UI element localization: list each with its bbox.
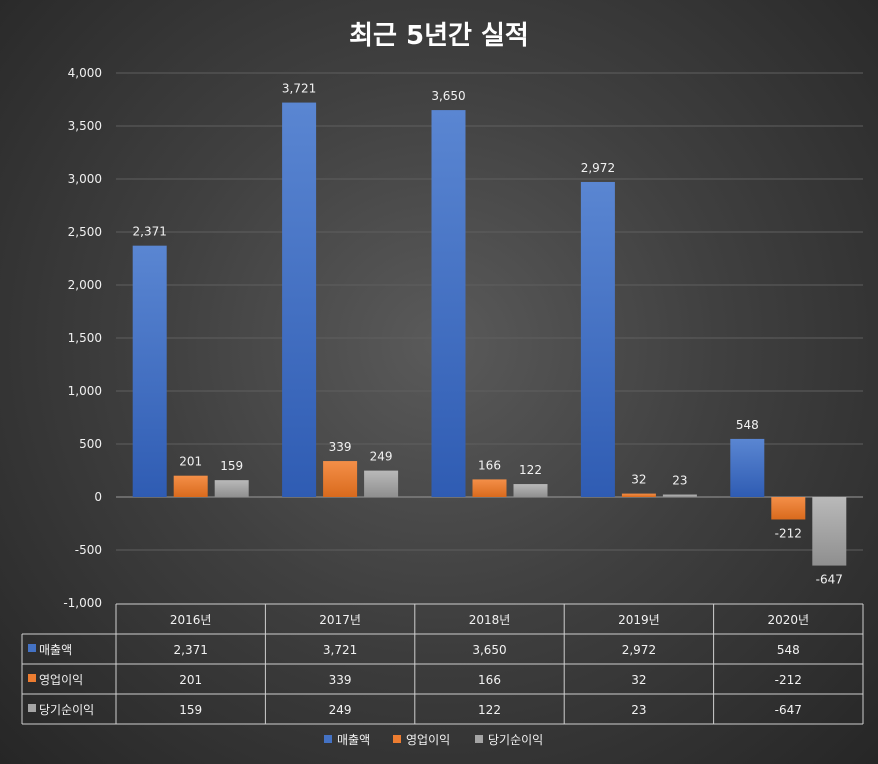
y-axis: 4,000 3,500 3,000 2,500 2,000 1,500 1,000 500 0 -…	[63, 66, 102, 610]
table-cell: 2,972	[622, 643, 656, 657]
table-cell: 339	[329, 673, 352, 687]
y-tick-label: 0	[94, 490, 102, 504]
y-tick-label: -500	[75, 543, 102, 557]
bar-영업이익	[323, 461, 358, 497]
table-cell: 166	[478, 673, 501, 687]
bar-매출액	[282, 102, 317, 497]
legend-item: 당기순이익	[488, 733, 543, 747]
chart-title: 최근 5년간 실적	[349, 21, 529, 51]
legend-key-icon	[28, 644, 36, 652]
table-cell: -647	[775, 703, 802, 717]
table-cell: 2,371	[174, 643, 208, 657]
data-label: 249	[370, 450, 393, 464]
table-cell: -212	[775, 673, 802, 687]
data-label: 159	[220, 459, 243, 473]
legend-key-icon	[28, 704, 36, 712]
bar-영업이익	[173, 475, 208, 497]
y-tick-label: 3,500	[68, 119, 102, 133]
bar-당기순이익	[513, 484, 548, 497]
table-cell: 548	[777, 643, 800, 657]
table-cell: 201	[179, 673, 202, 687]
table-row-label: 당기순이익	[39, 703, 94, 717]
y-tick-label: 2,500	[68, 225, 102, 239]
data-label: 2,371	[133, 225, 167, 239]
table-cell: 23	[631, 703, 646, 717]
data-label: 23	[672, 474, 687, 488]
legend-swatch-icon	[393, 735, 401, 743]
y-tick-label: 500	[79, 437, 102, 451]
table-cell: 122	[478, 703, 501, 717]
y-tick-label: -1,000	[63, 596, 102, 610]
bar-당기순이익	[214, 480, 249, 497]
y-tick-label: 4,000	[68, 66, 102, 80]
table-row-label: 매출액	[39, 643, 72, 657]
data-labels: 2,371 3,721 3,650 2,972 548 201 339 166 32 -212 15…	[133, 82, 843, 587]
legend-item: 매출액	[337, 733, 370, 747]
data-label: -212	[775, 526, 802, 540]
data-label: -647	[816, 573, 843, 587]
data-label: 2,972	[581, 161, 615, 175]
data-label: 339	[329, 440, 352, 454]
table-cell: 249	[329, 703, 352, 717]
data-label: 32	[631, 473, 646, 487]
legend: 매출액 영업이익 당기순이익	[324, 733, 543, 747]
table-header-cell: 2016년	[170, 613, 212, 627]
y-tick-label: 2,000	[68, 278, 102, 292]
legend-item: 영업이익	[406, 733, 450, 747]
table-cell: 3,721	[323, 643, 357, 657]
bar-매출액	[431, 110, 466, 497]
table-header-cell: 2020년	[768, 613, 810, 627]
table-header-cell: 2019년	[618, 613, 660, 627]
y-tick-label: 1,500	[68, 331, 102, 345]
legend-key-icon	[28, 674, 36, 682]
data-label: 201	[179, 455, 202, 469]
data-label: 122	[519, 463, 542, 477]
bar-영업이익	[472, 479, 507, 497]
table-header-cell: 2018년	[469, 613, 511, 627]
bar-영업이익	[621, 493, 656, 497]
table-header-cell: 2017년	[319, 613, 361, 627]
bar-매출액	[580, 181, 615, 497]
bars	[132, 102, 847, 566]
data-label: 3,650	[431, 89, 465, 103]
bar-당기순이익	[812, 497, 847, 566]
legend-swatch-icon	[475, 735, 483, 743]
bar-당기순이익	[662, 494, 697, 497]
bar-영업이익	[771, 497, 806, 520]
table-row-label: 영업이익	[39, 673, 83, 687]
data-label: 548	[736, 418, 759, 432]
data-label: 166	[478, 458, 501, 472]
y-tick-label: 3,000	[68, 172, 102, 186]
data-label: 3,721	[282, 82, 316, 96]
table-cell: 159	[179, 703, 202, 717]
y-tick-label: 1,000	[68, 384, 102, 398]
bar-매출액	[132, 245, 167, 497]
table-cell: 3,650	[472, 643, 506, 657]
bar-당기순이익	[364, 470, 399, 497]
table-cell: 32	[631, 673, 646, 687]
bar-매출액	[730, 438, 765, 497]
legend-swatch-icon	[324, 735, 332, 743]
